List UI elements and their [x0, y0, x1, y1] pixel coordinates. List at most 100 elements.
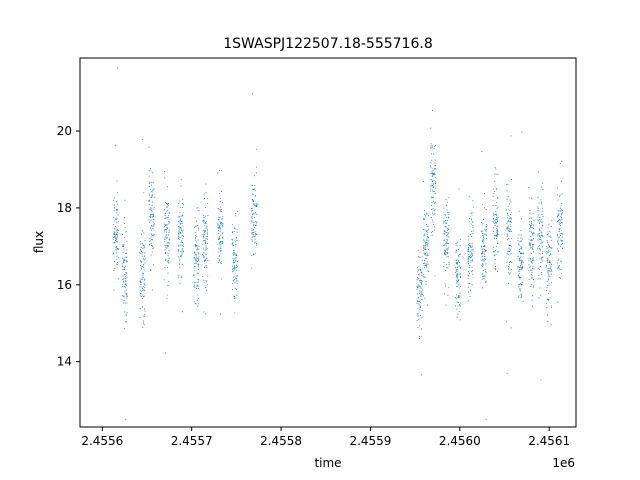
data-point: [558, 228, 560, 229]
data-point: [168, 239, 170, 241]
data-point: [497, 206, 499, 208]
data-point: [420, 271, 422, 273]
data-point: [537, 214, 539, 216]
data-point: [125, 231, 127, 233]
data-point: [256, 205, 258, 207]
data-point: [115, 235, 116, 237]
data-point: [232, 244, 234, 246]
data-point: [141, 298, 143, 299]
data-point: [560, 222, 562, 223]
data-point: [505, 184, 507, 186]
data-point: [508, 229, 510, 231]
data-point: [419, 336, 421, 337]
data-point: [126, 249, 128, 251]
data-point: [460, 267, 462, 269]
data-point: [458, 260, 460, 262]
data-point: [509, 245, 511, 246]
data-point: [457, 274, 459, 276]
data-point: [112, 242, 114, 244]
data-point: [179, 237, 181, 239]
data-point: [236, 229, 238, 231]
data-point: [493, 254, 495, 256]
data-point: [151, 251, 153, 253]
data-point: [125, 294, 127, 296]
data-point: [521, 131, 523, 133]
data-point: [117, 278, 119, 280]
data-point: [546, 251, 548, 253]
data-point: [522, 300, 524, 302]
data-point: [217, 172, 219, 174]
data-point: [418, 318, 420, 320]
data-point: [537, 219, 539, 221]
data-point: [533, 238, 534, 240]
data-point: [251, 220, 253, 222]
data-point: [456, 316, 458, 318]
data-point: [114, 241, 116, 243]
data-point: [483, 248, 485, 250]
data-point: [537, 245, 539, 247]
data-point: [530, 253, 532, 254]
data-point: [180, 250, 182, 252]
data-point: [202, 243, 204, 245]
data-point: [236, 277, 238, 279]
data-point: [551, 270, 553, 272]
data-point: [202, 254, 204, 256]
data-point: [236, 261, 238, 262]
data-point: [177, 237, 179, 239]
data-point: [546, 234, 548, 236]
data-point: [150, 269, 152, 271]
data-point: [447, 267, 449, 269]
data-point: [195, 246, 197, 248]
data-point: [221, 233, 223, 235]
data-point: [231, 243, 233, 245]
data-point: [472, 200, 474, 202]
data-point: [507, 206, 509, 208]
data-point: [507, 230, 509, 232]
data-point: [533, 244, 535, 245]
data-point: [143, 322, 145, 324]
data-point: [517, 243, 519, 245]
data-point: [492, 188, 494, 190]
data-point: [419, 308, 421, 310]
data-point: [447, 294, 449, 296]
data-point: [168, 258, 170, 260]
data-point: [458, 311, 460, 313]
data-point: [420, 295, 422, 297]
data-point: [203, 215, 205, 217]
data-point: [445, 243, 447, 245]
data-point: [140, 250, 142, 252]
data-point: [122, 252, 124, 254]
data-point: [559, 219, 561, 221]
data-point: [423, 246, 425, 248]
data-point: [419, 325, 421, 327]
data-point: [430, 185, 432, 187]
data-point: [113, 223, 115, 225]
data-point: [469, 283, 471, 284]
data-point: [217, 251, 219, 253]
data-point: [116, 245, 118, 247]
data-point: [115, 227, 117, 229]
data-point: [445, 205, 447, 207]
data-point: [234, 267, 236, 269]
data-point: [181, 311, 183, 313]
data-point: [520, 266, 522, 268]
data-point: [233, 279, 235, 281]
data-point: [495, 269, 497, 271]
data-point: [204, 230, 206, 232]
data-point: [550, 263, 552, 265]
data-point: [468, 248, 469, 250]
data-point: [232, 261, 234, 263]
data-point: [455, 276, 457, 278]
data-point: [153, 206, 155, 208]
data-point: [166, 242, 168, 244]
data-point: [482, 237, 484, 239]
data-point: [497, 197, 499, 199]
data-point: [251, 230, 253, 231]
data-point: [193, 226, 195, 228]
data-point: [425, 280, 427, 282]
data-point: [448, 262, 450, 264]
data-point: [252, 232, 254, 233]
data-point: [428, 228, 429, 230]
data-point: [430, 147, 432, 149]
data-point: [547, 241, 548, 243]
